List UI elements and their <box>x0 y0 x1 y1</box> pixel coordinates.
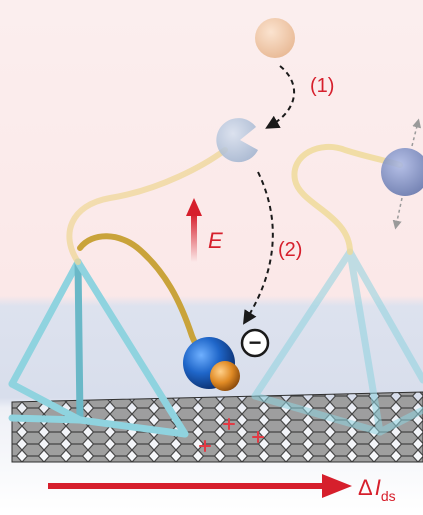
negative-charge-sign: − <box>249 330 262 355</box>
current-change-label: ΔIds <box>358 475 396 504</box>
plus-icon <box>252 431 264 443</box>
free-receptor-pacman <box>216 118 258 163</box>
binding-path-step2 <box>243 171 274 325</box>
step1-label: (1) <box>310 75 334 97</box>
plus-icon <box>223 418 235 430</box>
graphene-sheet <box>11 391 423 463</box>
free-ligand-sphere <box>255 18 295 58</box>
field-label: E <box>208 228 223 253</box>
binding-path-step1 <box>265 65 296 129</box>
receptor-ligand-complex <box>183 337 240 391</box>
right-dna-tetrahedron <box>251 248 423 436</box>
electric-field-arrow <box>186 198 202 262</box>
free-receptor-right <box>381 118 423 230</box>
right-linker-strand <box>291 143 403 255</box>
left-dna-tetrahedron <box>8 258 189 438</box>
step2-label: (2) <box>278 239 302 261</box>
negative-charge-icon <box>240 328 270 358</box>
plus-icon <box>199 440 211 452</box>
unbound-linker-strand <box>66 147 228 265</box>
hole-charges <box>199 418 264 452</box>
current-arrow <box>48 474 352 498</box>
